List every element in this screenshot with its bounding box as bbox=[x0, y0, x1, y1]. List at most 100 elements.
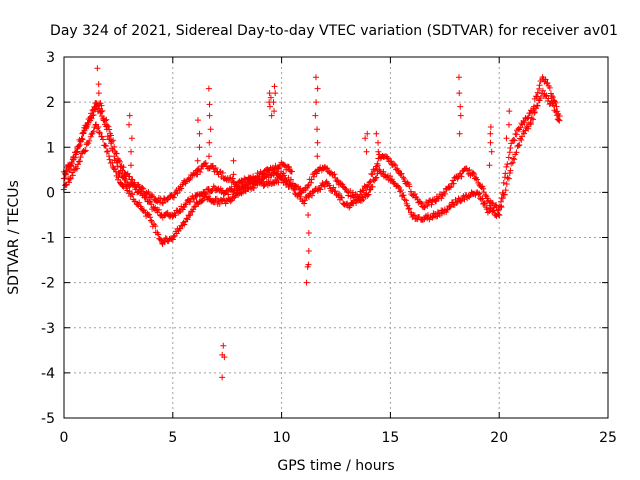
data-point bbox=[70, 167, 77, 174]
data-point bbox=[506, 149, 513, 156]
data-point bbox=[511, 156, 518, 163]
data-point bbox=[139, 184, 146, 191]
data-point bbox=[207, 126, 214, 133]
data-point bbox=[366, 186, 373, 193]
data-point bbox=[272, 90, 279, 97]
data-point bbox=[434, 195, 441, 202]
data-point bbox=[106, 156, 113, 163]
data-point bbox=[301, 200, 308, 207]
data-point bbox=[78, 135, 85, 142]
data-point bbox=[321, 183, 328, 190]
data-point bbox=[418, 200, 425, 207]
data-point bbox=[457, 103, 464, 110]
data-point bbox=[505, 175, 512, 182]
data-point bbox=[536, 82, 543, 89]
data-point bbox=[480, 189, 487, 196]
data-point bbox=[66, 175, 73, 182]
data-point bbox=[169, 213, 176, 220]
data-point bbox=[550, 102, 557, 109]
data-point bbox=[152, 223, 159, 230]
data-point bbox=[285, 164, 292, 171]
data-point bbox=[457, 198, 464, 205]
data-point bbox=[441, 190, 448, 197]
grid-layer bbox=[64, 57, 608, 418]
data-point bbox=[126, 121, 133, 128]
data-point bbox=[220, 342, 227, 349]
data-point bbox=[159, 200, 166, 207]
data-point bbox=[511, 137, 518, 144]
x-tick-label: 5 bbox=[168, 430, 177, 446]
data-point bbox=[530, 116, 537, 123]
data-point bbox=[417, 199, 424, 206]
data-point bbox=[461, 196, 468, 203]
data-point bbox=[479, 195, 486, 202]
data-point bbox=[364, 192, 371, 199]
data-point bbox=[108, 138, 115, 145]
data-point bbox=[102, 142, 109, 149]
data-point bbox=[68, 159, 75, 166]
data-point bbox=[518, 137, 525, 144]
data-point bbox=[397, 187, 404, 194]
data-point bbox=[506, 108, 513, 115]
data-point bbox=[500, 179, 507, 186]
data-point bbox=[156, 235, 163, 242]
data-point bbox=[223, 188, 230, 195]
data-point bbox=[155, 231, 162, 238]
data-point bbox=[90, 112, 97, 119]
data-point bbox=[450, 180, 457, 187]
data-point bbox=[373, 163, 380, 170]
data-point bbox=[502, 187, 509, 194]
data-point bbox=[521, 130, 528, 137]
data-point bbox=[336, 190, 342, 197]
data-point bbox=[553, 103, 560, 110]
data-point bbox=[503, 163, 510, 170]
data-point bbox=[332, 188, 339, 195]
data-point bbox=[487, 139, 494, 146]
data-point bbox=[555, 116, 562, 123]
x-tick-label: 25 bbox=[599, 430, 617, 446]
data-point bbox=[109, 159, 116, 166]
data-point bbox=[252, 174, 259, 181]
data-point bbox=[87, 133, 94, 140]
data-point bbox=[499, 195, 506, 202]
data-point bbox=[181, 221, 188, 228]
data-point bbox=[453, 200, 460, 207]
data-point bbox=[446, 204, 453, 211]
data-point bbox=[473, 176, 480, 183]
data-point bbox=[77, 154, 84, 161]
data-point bbox=[546, 84, 553, 91]
data-point bbox=[250, 185, 257, 192]
data-point bbox=[113, 150, 120, 157]
data-point bbox=[369, 183, 376, 190]
data-point bbox=[531, 109, 538, 116]
data-point bbox=[466, 166, 473, 173]
data-point bbox=[149, 192, 156, 199]
data-point bbox=[305, 194, 312, 201]
data-point bbox=[194, 171, 201, 178]
data-point bbox=[158, 236, 165, 243]
x-tick-label: 20 bbox=[490, 430, 508, 446]
data-point bbox=[534, 89, 541, 96]
data-point bbox=[270, 99, 277, 106]
data-point bbox=[421, 204, 428, 211]
data-point bbox=[400, 175, 407, 182]
data-point bbox=[314, 139, 321, 146]
data-point bbox=[384, 155, 391, 162]
data-point bbox=[338, 194, 345, 201]
data-point bbox=[228, 197, 235, 204]
data-point bbox=[227, 198, 234, 205]
data-point bbox=[161, 239, 168, 246]
data-point bbox=[110, 165, 117, 172]
data-point bbox=[498, 204, 505, 211]
data-point bbox=[525, 125, 532, 132]
data-point bbox=[62, 170, 69, 177]
data-point bbox=[288, 176, 295, 183]
data-point bbox=[552, 108, 559, 115]
data-point bbox=[148, 217, 155, 224]
data-point bbox=[391, 161, 398, 168]
data-point bbox=[150, 193, 157, 200]
data-point bbox=[129, 191, 136, 198]
data-point bbox=[192, 203, 199, 210]
data-point bbox=[480, 185, 487, 192]
data-point bbox=[140, 185, 147, 192]
